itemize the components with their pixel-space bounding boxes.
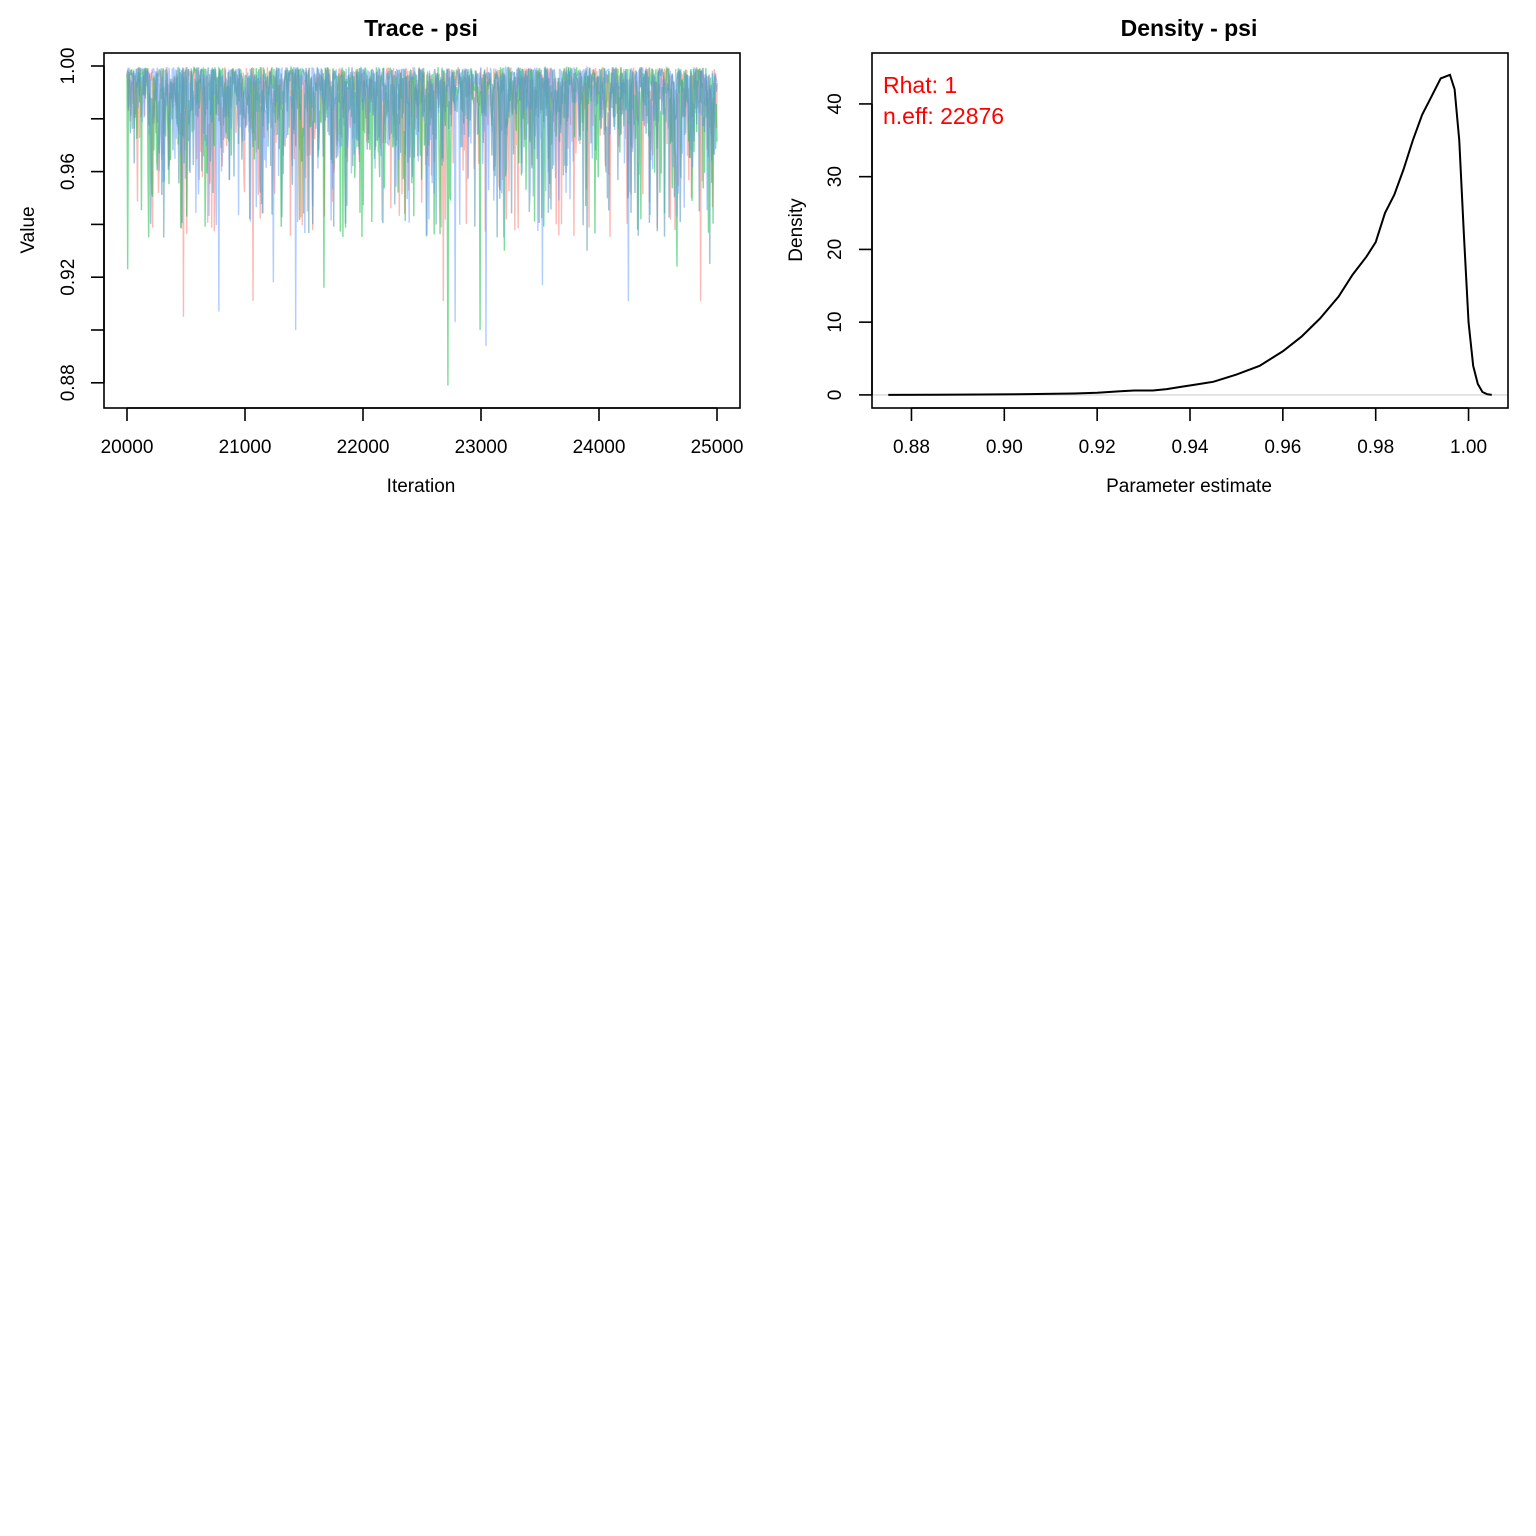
trace-x-axis-label: Iteration bbox=[387, 476, 456, 497]
density-x-tick-label: 0.98 bbox=[1357, 437, 1394, 458]
trace-y-tick-label: 0.92 bbox=[58, 259, 79, 296]
trace-x-tick-label: 21000 bbox=[219, 437, 272, 458]
density-x-axis-label: Parameter estimate bbox=[1106, 476, 1272, 497]
trace-x-tick-label: 23000 bbox=[455, 437, 508, 458]
trace-lines bbox=[126, 65, 718, 386]
density-y-axis: 0 10 20 30 40 bbox=[825, 93, 873, 401]
trace-x-tick-label: 22000 bbox=[337, 437, 390, 458]
trace-y-tick-label: 1.00 bbox=[58, 48, 79, 85]
trace-x-axis: 20000 21000 22000 23000 24000 25000 bbox=[101, 407, 744, 458]
rhat-annotation: Rhat: 1 bbox=[883, 72, 957, 98]
density-panel: Density - psi 0.88 0.90 0.92 0.94 0.96 0.98 1.… bbox=[786, 15, 1509, 497]
density-x-tick-label: 0.92 bbox=[1079, 437, 1116, 458]
trace-y-tick-label: 0.88 bbox=[58, 364, 79, 401]
density-y-tick-label: 20 bbox=[825, 239, 846, 260]
density-x-tick-label: 0.90 bbox=[986, 437, 1023, 458]
density-x-tick-label: 0.96 bbox=[1264, 437, 1301, 458]
trace-y-axis: 0.88 0.92 0.96 1.00 bbox=[58, 48, 105, 401]
density-y-tick-label: 10 bbox=[825, 312, 846, 333]
trace-title: Trace - psi bbox=[364, 15, 478, 41]
density-x-tick-label: 0.94 bbox=[1172, 437, 1209, 458]
trace-y-tick-label: 0.96 bbox=[58, 153, 79, 190]
density-y-tick-label: 40 bbox=[825, 93, 846, 114]
density-x-tick-label: 1.00 bbox=[1450, 437, 1487, 458]
density-curve bbox=[888, 73, 1492, 396]
density-y-axis-label: Density bbox=[786, 198, 807, 262]
neff-annotation: n.eff: 22876 bbox=[883, 103, 1004, 129]
trace-chain-4 bbox=[126, 66, 718, 265]
trace-y-axis-label: Value bbox=[18, 206, 39, 253]
density-y-tick-label: 0 bbox=[825, 390, 846, 401]
density-x-tick-label: 0.88 bbox=[893, 437, 930, 458]
trace-x-tick-label: 25000 bbox=[691, 437, 744, 458]
trace-panel: Trace - psi 20000 21000 22000 23000 24000 250… bbox=[18, 15, 743, 497]
trace-x-tick-label: 20000 bbox=[101, 437, 154, 458]
density-x-axis: 0.88 0.90 0.92 0.94 0.96 0.98 1.00 bbox=[893, 407, 1487, 458]
density-title: Density - psi bbox=[1121, 15, 1258, 41]
trace-x-tick-label: 24000 bbox=[573, 437, 626, 458]
density-y-tick-label: 30 bbox=[825, 166, 846, 187]
